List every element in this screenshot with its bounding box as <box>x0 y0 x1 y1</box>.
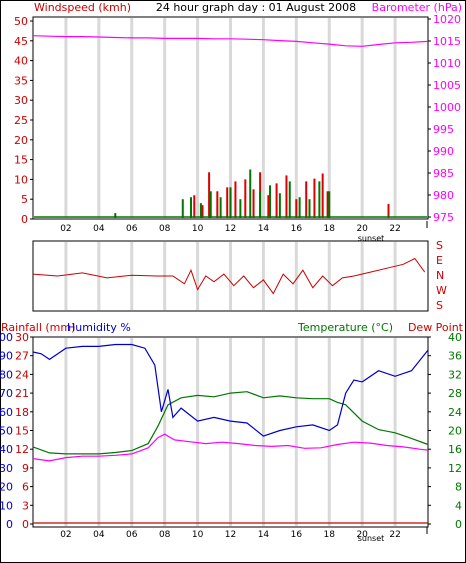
rainfall-axis-label: Rainfall (mm) <box>1 321 75 334</box>
rainfall-tick-label: 0 <box>22 518 29 531</box>
temperature-tick-label: 0 <box>455 518 462 531</box>
sunset-label: sunset <box>358 234 385 243</box>
windspeed-tick-label: 25 <box>14 114 28 127</box>
hour-tick-label: 10 <box>192 224 204 234</box>
humidity-tick-label: 50 <box>0 425 13 438</box>
barometer-tick-label: 980 <box>433 189 454 202</box>
temperature-humidity-panel: 0010320630940125015601870218024902710030… <box>0 321 464 543</box>
windspeed-tick-label: 20 <box>14 134 28 147</box>
wind-direction-line <box>32 257 426 295</box>
hour-tick-label: 18 <box>324 224 336 234</box>
rainfall-tick-label: 9 <box>22 462 29 475</box>
rainfall-tick-label: 3 <box>22 499 29 512</box>
humidity-tick-label: 80 <box>0 368 13 381</box>
rainfall-tick-label: 27 <box>15 350 29 363</box>
temperature-tick-label: 24 <box>448 406 462 419</box>
temperature-tick-label: 32 <box>448 368 462 381</box>
barometer-tick-label: 985 <box>433 167 454 180</box>
dew-point-axis-label: Dew Point <box>408 321 464 334</box>
humidity-tick-label: 20 <box>0 481 13 494</box>
dew-point-line <box>32 433 429 462</box>
hour-tick-label-bottom: 10 <box>192 530 204 540</box>
hour-tick-label: 12 <box>225 224 236 234</box>
barometer-tick-label: 1005 <box>433 79 461 92</box>
temperature-tick-label: 20 <box>448 425 462 438</box>
humidity-tick-label: 70 <box>0 387 13 400</box>
windspeed-tick-label: 10 <box>14 173 28 186</box>
barometer-tick-label: 1015 <box>433 35 461 48</box>
rainfall-tick-label: 15 <box>15 425 29 438</box>
temperature-tick-label: 40 <box>448 331 462 344</box>
temperature-tick-label: 36 <box>448 350 462 363</box>
humidity-tick-label: 100 <box>0 331 13 344</box>
hour-tick-label-bottom: 14 <box>258 530 270 540</box>
hour-tick-label: 06 <box>126 224 138 234</box>
hour-tick-label-bottom: 12 <box>225 530 236 540</box>
temperature-axis-label: Temperature (°C) <box>297 321 393 334</box>
humidity-tick-label: 10 <box>0 499 13 512</box>
windspeed-tick-label: 35 <box>14 74 28 87</box>
windspeed-tick-label: 15 <box>14 154 28 167</box>
humidity-axis-label: Humidity % <box>67 321 131 334</box>
hour-tick-label-bottom: 06 <box>126 530 138 540</box>
humidity-line <box>32 343 429 437</box>
barometer-tick-label: 995 <box>433 123 454 136</box>
rainfall-tick-label: 21 <box>15 387 29 400</box>
compass-label: E <box>436 254 443 267</box>
barometer-axis-label: Barometer (hPa) <box>372 1 462 14</box>
hour-tick-label: 08 <box>159 224 171 234</box>
temperature-tick-label: 4 <box>455 499 462 512</box>
hour-tick-label-bottom: 16 <box>291 530 303 540</box>
windspeed-tick-label: 45 <box>14 35 28 48</box>
windspeed-tick-label: 30 <box>14 94 28 107</box>
barometer-tick-label: 1010 <box>433 57 461 70</box>
humidity-tick-label: 30 <box>0 462 13 475</box>
temperature-tick-label: 28 <box>448 387 462 400</box>
sunset-label-bottom: sunset <box>358 534 385 543</box>
rainfall-tick-label: 30 <box>15 331 29 344</box>
barometer-tick-label: 990 <box>433 145 454 158</box>
humidity-tick-label: 60 <box>0 406 13 419</box>
graph-title: 24 hour graph day : 01 August 2008 <box>156 1 356 14</box>
hour-tick-label: 22 <box>389 224 400 234</box>
windspeed-tick-label: 5 <box>21 193 28 206</box>
humidity-tick-label: 40 <box>0 443 13 456</box>
compass-label: S <box>436 299 443 312</box>
hour-tick-label-bottom: 04 <box>93 530 105 540</box>
hour-tick-label: 04 <box>93 224 105 234</box>
windspeed-tick-label: 0 <box>21 213 28 226</box>
temperature-tick-label: 12 <box>448 462 462 475</box>
rainfall-tick-label: 12 <box>15 443 29 456</box>
barometer-tick-label: 1000 <box>433 101 461 114</box>
barometer-line <box>32 35 429 47</box>
barometer-tick-label: 1020 <box>433 13 461 26</box>
hour-tick-label-bottom: 20 <box>356 530 368 540</box>
hour-tick-label: 14 <box>258 224 270 234</box>
humidity-tick-label: 90 <box>0 350 13 363</box>
rainfall-tick-label: 18 <box>15 406 29 419</box>
hour-tick-label-bottom: 08 <box>159 530 171 540</box>
windspeed-tick-label: 40 <box>14 55 28 68</box>
windspeed-axis-label: Windspeed (kmh) <box>34 1 131 14</box>
compass-label: W <box>436 284 447 297</box>
compass-label: S <box>436 239 443 252</box>
compass-label: N <box>436 269 444 282</box>
hour-tick-label-bottom: 02 <box>60 530 71 540</box>
hour-tick-label: 16 <box>291 224 303 234</box>
temperature-line <box>32 391 429 455</box>
temperature-tick-label: 16 <box>448 443 462 456</box>
windspeed-tick-label: 50 <box>14 15 28 28</box>
hour-tick-label: 02 <box>60 224 71 234</box>
barometer-tick-label: 975 <box>433 211 454 224</box>
hour-tick-label: 20 <box>356 224 368 234</box>
hour-tick-label-bottom: 18 <box>324 530 336 540</box>
hour-tick-label-bottom: 22 <box>389 530 400 540</box>
rainfall-tick-label: 6 <box>22 481 29 494</box>
humidity-tick-label: 0 <box>6 518 13 531</box>
rainfall-tick-label: 24 <box>15 368 29 381</box>
temperature-tick-label: 8 <box>455 481 462 494</box>
